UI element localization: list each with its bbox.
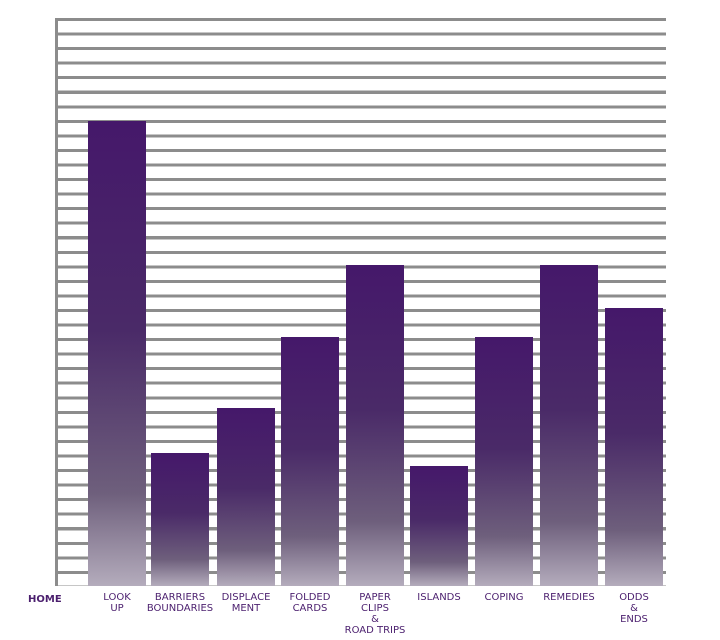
grid-background [55,18,666,586]
nav-label[interactable]: BARRIERS BOUNDARIES [146,592,214,614]
nav-bar[interactable] [88,121,146,586]
nav-bar[interactable] [281,337,339,586]
nav-label[interactable]: PAPER CLIPS & ROAD TRIPS [344,592,406,636]
home-link[interactable]: HOME [28,594,62,605]
nav-bar[interactable] [540,265,598,586]
nav-bar[interactable] [410,466,468,586]
nav-label[interactable]: LOOK UP [103,592,131,614]
nav-label[interactable]: ODDS & ENDS [619,592,649,625]
nav-bar[interactable] [346,265,404,586]
nav-label[interactable]: FOLDED CARDS [289,592,331,614]
nav-bar[interactable] [217,408,275,586]
nav-bar[interactable] [151,453,209,586]
nav-bar[interactable] [605,308,663,586]
nav-label[interactable]: REMEDIES [543,592,595,603]
nav-label[interactable]: DISPLACE MENT [221,592,271,614]
nav-label[interactable]: COPING [484,592,524,603]
nav-bar[interactable] [475,337,533,586]
nav-label[interactable]: ISLANDS [417,592,461,603]
